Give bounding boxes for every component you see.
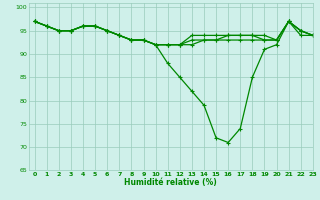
X-axis label: Humidité relative (%): Humidité relative (%): [124, 178, 217, 187]
